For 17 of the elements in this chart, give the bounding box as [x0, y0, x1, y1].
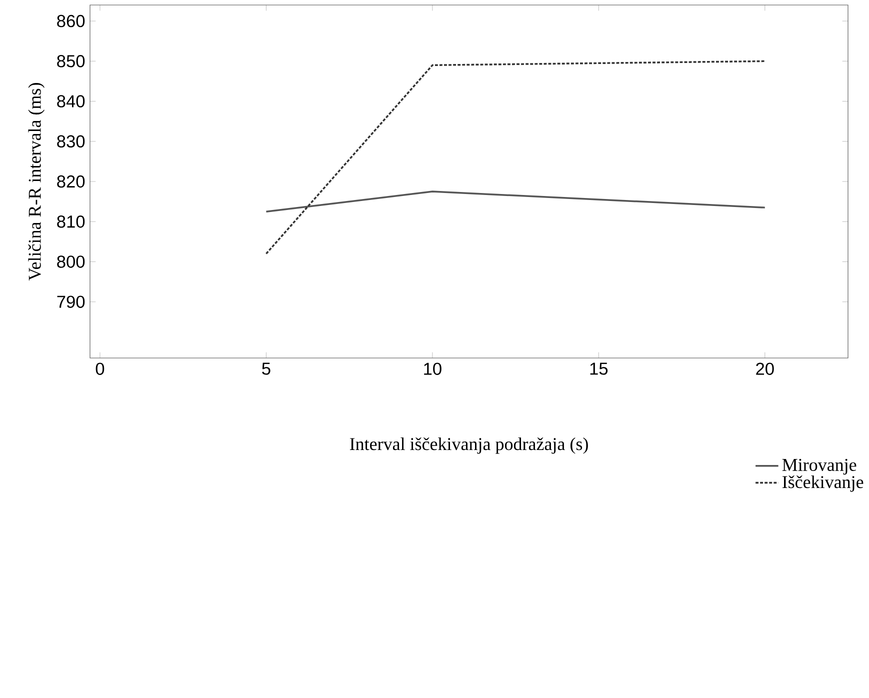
x-tick-label: 20 [756, 362, 774, 375]
y-tick-label: 850 [57, 55, 85, 68]
y-axis-title: Veličina R-R intervala (ms) [28, 83, 45, 281]
legend-label: Iščekivanje [782, 475, 864, 492]
y-tick-label: 840 [57, 95, 85, 108]
y-tick-label: 860 [57, 14, 85, 28]
x-tick-label: 0 [96, 362, 104, 375]
x-tick-label: 10 [424, 362, 442, 375]
x-tick-label: 15 [590, 362, 608, 375]
x-tick-label: 5 [262, 362, 270, 375]
y-tick-label: 800 [57, 256, 85, 268]
y-tick-label: 790 [57, 296, 85, 308]
legend-label: Mirovanje [782, 458, 856, 475]
y-tick-label: 820 [57, 175, 85, 188]
x-axis-title: Interval iščekivanja podražaja (s) [350, 437, 588, 454]
y-tick-label: 830 [57, 135, 85, 148]
y-tick-label: 810 [57, 215, 85, 228]
